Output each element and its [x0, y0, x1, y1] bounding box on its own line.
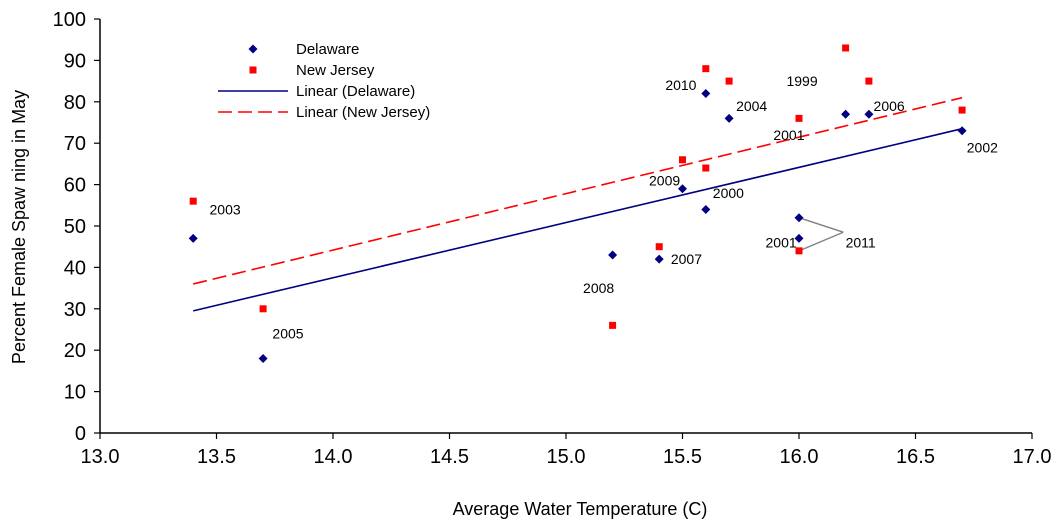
delaware-point [608, 250, 618, 260]
legend-label: New Jersey [296, 62, 375, 79]
year-annotation: 2000 [713, 185, 744, 201]
legend-delaware-marker [248, 44, 258, 54]
year-annotation: 2008 [583, 280, 614, 296]
y-axis-label: Percent Female Spaw ning in May [9, 90, 29, 364]
x-tick-label: 14.5 [430, 446, 469, 468]
new-jersey-point [795, 247, 803, 255]
delaware-point [794, 213, 804, 223]
delaware-point [188, 233, 198, 243]
new-jersey-point [655, 243, 663, 251]
year-annotation: 2011 [846, 235, 876, 251]
delaware-point [258, 353, 268, 363]
new-jersey-point [609, 321, 617, 329]
y-tick-label: 20 [64, 340, 86, 362]
delaware-point [841, 109, 851, 119]
delaware-point [864, 109, 874, 119]
trendline-delaware [193, 127, 963, 312]
delaware-point [794, 233, 804, 243]
annotations: 2003 2005 2008 2007 2009 2000 2010 2004 2001 1999… [210, 73, 999, 342]
x-tick-label: 16.5 [896, 446, 935, 468]
y-tick-label: 50 [64, 216, 86, 238]
y-tick-label: 100 [53, 9, 86, 31]
new-jersey-point [259, 305, 267, 313]
x-tick-label: 15.0 [547, 446, 586, 468]
year-annotation: 2003 [210, 201, 241, 217]
data-points [188, 44, 967, 363]
new-jersey-point [725, 77, 733, 85]
y-tick-label: 10 [64, 382, 86, 404]
x-tick-label: 15.5 [663, 446, 702, 468]
year-annotation: 2009 [649, 172, 680, 188]
delaware-point [678, 184, 687, 194]
year-annotation: 2007 [671, 251, 702, 267]
x-tick-label: 17.0 [1013, 446, 1052, 468]
new-jersey-point [795, 114, 803, 122]
callout-lines [798, 217, 844, 252]
y-tick-label: 70 [64, 133, 86, 155]
x-axis-label: Average Water Temperature (C) [453, 499, 708, 519]
legend: Delaware New Jersey Linear (Delaware) Linea… [218, 41, 430, 121]
legend-new-jersey-marker [249, 66, 257, 74]
x-tick-label: 13.0 [81, 446, 120, 468]
y-tick-label: 30 [64, 299, 86, 321]
callout-line [798, 231, 844, 252]
x-tick-label: 13.5 [197, 446, 236, 468]
year-annotation: 2010 [665, 77, 696, 93]
tick-marks: 13.0 13.5 14.0 14.5 15.0 15.5 16.0 16.5 17.0 0 10 2… [53, 9, 1052, 468]
y-tick-label: 40 [64, 257, 86, 279]
legend-label: Linear (Delaware) [296, 83, 415, 100]
trendlines [193, 96, 963, 312]
delaware-point [701, 89, 711, 99]
y-tick-label: 80 [64, 92, 86, 114]
callout-line [798, 217, 844, 233]
new-jersey-point [958, 106, 966, 114]
delaware-point [724, 113, 734, 123]
legend-label: Linear (New Jersey) [296, 104, 430, 121]
x-tick-label: 16.0 [780, 446, 819, 468]
new-jersey-point [702, 164, 710, 172]
x-tick-label: 14.0 [314, 446, 353, 468]
year-annotation: 2001 [773, 127, 804, 143]
legend-label: Delaware [296, 41, 359, 58]
new-jersey-point [842, 44, 850, 52]
year-annotation: 2001 [766, 235, 797, 251]
year-annotation: 2005 [272, 326, 303, 342]
delaware-point [957, 126, 967, 136]
y-tick-label: 90 [64, 50, 86, 72]
year-annotation: 2004 [736, 98, 767, 114]
delaware-point [701, 204, 711, 214]
delaware-point [654, 254, 664, 264]
new-jersey-point [702, 65, 710, 73]
y-tick-label: 60 [64, 175, 86, 197]
new-jersey-point [679, 156, 686, 164]
year-annotation: 1999 [786, 73, 817, 89]
new-jersey-point [865, 77, 873, 85]
year-annotation: 2002 [967, 139, 998, 155]
new-jersey-point [189, 197, 197, 205]
trendline-new-jersey [193, 96, 963, 285]
axes [99, 19, 1032, 434]
year-annotation: 2006 [874, 98, 905, 114]
y-tick-label: 0 [75, 423, 86, 445]
